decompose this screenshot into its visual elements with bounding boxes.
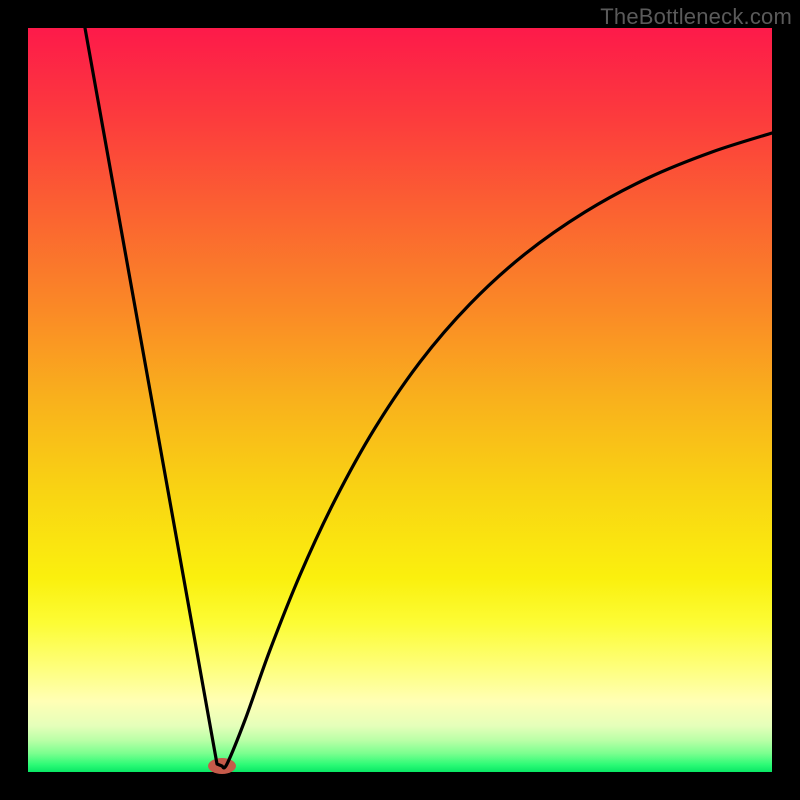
- watermark-text: TheBottleneck.com: [600, 4, 792, 30]
- bottleneck-plot: [0, 0, 800, 800]
- chart-canvas: TheBottleneck.com: [0, 0, 800, 800]
- plot-background: [28, 28, 772, 772]
